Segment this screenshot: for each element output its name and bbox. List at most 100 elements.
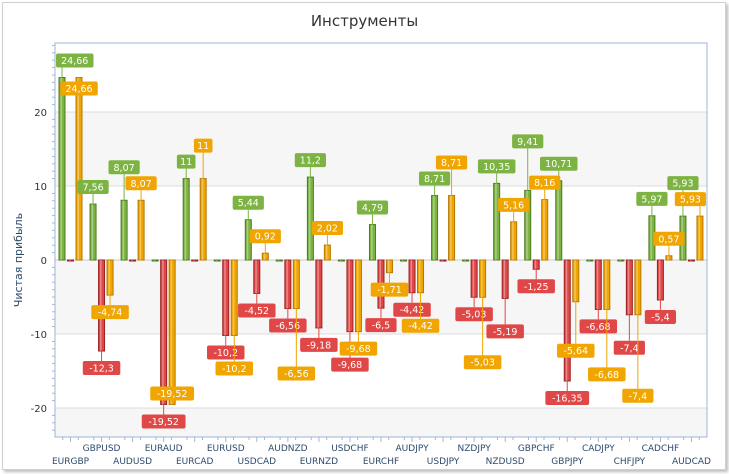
bar-group [665,255,673,261]
data-label-box [176,154,196,169]
data-label: 8,07 [114,163,135,174]
bar [687,259,695,262]
bar-highlight [69,260,71,261]
bar-group [120,199,128,261]
bar-highlight [162,260,164,405]
data-label: -5,03 [462,310,487,321]
bar-group [191,259,199,262]
x-tick-label: EURCHF [363,457,399,467]
data-label: -9,18 [307,340,332,351]
bar-group [222,259,230,336]
bar-highlight [77,77,79,261]
data-label-box [91,305,129,320]
x-tick-label: AUDCAD [672,457,711,467]
bar-group [400,259,408,262]
bar [337,259,345,262]
data-label-box [193,138,213,153]
bar-group [541,199,549,261]
data-label: -19,52 [148,417,179,428]
data-label: 5,93 [672,179,693,190]
data-label: -10,2 [222,364,247,375]
x-tick-label: NZDJPY [458,444,492,454]
data-label: 8,71 [441,158,462,169]
bar-highlight [650,215,652,260]
bar [191,259,199,262]
bar-highlight [410,260,413,293]
data-label: -6,56 [284,369,309,380]
bar [439,259,447,262]
x-tick-label: GBPCHF [518,444,555,454]
bar-highlight [108,260,111,296]
bar-group [346,259,354,333]
bar-highlight [689,260,692,261]
bar-group [213,259,221,262]
bar-group [586,259,594,262]
data-label: 8,71 [424,174,445,185]
bar-highlight [294,260,297,309]
data-label-box [579,319,618,334]
bar-highlight [472,260,475,298]
bar-group [594,259,602,310]
bar-group [501,259,509,299]
bar-group [106,259,114,296]
data-label-box [512,134,544,149]
x-tick-label: USDJPY [427,457,460,467]
data-label-box [249,229,281,244]
x-tick-label: AUDUSD [113,457,152,467]
bar-group [385,259,393,274]
data-label: -4,52 [244,306,269,317]
x-tick-label: AUDNZD [268,444,308,454]
data-label-box [529,175,561,190]
bar-highlight [481,260,483,298]
bar-highlight [627,260,630,315]
data-label-box [588,367,626,382]
y-tick-label: 10 [34,182,47,193]
x-tick-label: NZDUSD [486,457,525,467]
data-label: -6,68 [586,322,611,333]
bar-group [431,195,439,261]
bar-group [75,77,83,261]
data-label-box [418,171,451,186]
bar-highlight [370,224,373,260]
data-label-box [60,81,98,96]
data-label-box [667,176,699,191]
bar [129,259,137,262]
bar-highlight [263,253,266,260]
bar-highlight [402,260,404,261]
bar-highlight [574,260,576,302]
data-label: -1,71 [377,285,402,296]
data-label-box [56,53,94,68]
bar [400,259,408,262]
bar-highlight [619,260,621,261]
data-label: -7,4 [629,391,648,402]
data-label-box [644,309,677,324]
x-tick-label: AUDJPY [396,444,430,454]
data-label-box [331,357,369,372]
bar-highlight [495,183,497,260]
bar-highlight [325,245,328,260]
bar-group [323,244,331,261]
bar-highlight [122,200,125,260]
data-label-box [141,414,186,429]
bar-highlight [636,260,638,315]
bar-group [408,259,416,294]
data-label: -9,68 [346,344,371,355]
bar-highlight [170,260,173,405]
bar-highlight [91,204,94,260]
bar-highlight [387,260,390,273]
chart-title: Инструменты [310,12,419,30]
data-label: -19,52 [157,389,188,400]
data-label-box [77,180,109,195]
bar-group [292,259,300,310]
data-label: 2,02 [317,224,338,235]
bar-highlight [667,255,669,260]
bar-group [532,259,540,270]
y-tick-label: 0 [41,256,47,267]
bar-group [306,176,314,261]
bar-group [199,178,207,261]
y-tick-label: -20 [31,404,47,415]
data-label: -6,5 [372,321,391,332]
bar-highlight [184,178,187,260]
data-label-box [232,195,264,210]
bar-highlight [60,77,62,261]
